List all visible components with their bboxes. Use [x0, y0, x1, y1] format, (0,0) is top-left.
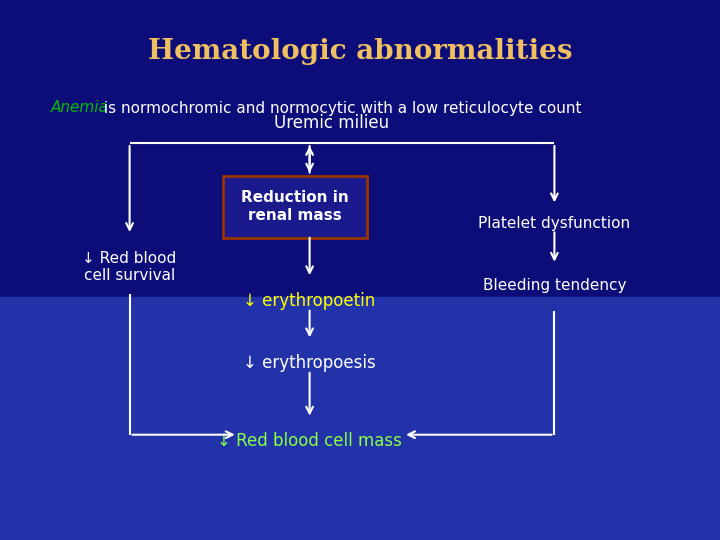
- Text: Hematologic abnormalities: Hematologic abnormalities: [148, 38, 572, 65]
- Text: Bleeding tendency: Bleeding tendency: [482, 278, 626, 293]
- Text: Platelet dysfunction: Platelet dysfunction: [478, 216, 631, 231]
- FancyBboxPatch shape: [223, 176, 367, 238]
- Text: Anemia: Anemia: [50, 100, 108, 116]
- Text: Uremic milieu: Uremic milieu: [274, 114, 389, 132]
- Bar: [0, 0, 720, 297]
- Bar: [0, 297, 720, 540]
- Text: ↓ erythropoesis: ↓ erythropoesis: [243, 354, 376, 372]
- Text: Reduction in
renal mass: Reduction in renal mass: [241, 191, 349, 222]
- Text: is normochromic and normocytic with a low reticulocyte count: is normochromic and normocytic with a lo…: [99, 100, 582, 116]
- Text: ↓ erythropoetin: ↓ erythropoetin: [243, 292, 376, 309]
- Text: ↓ Red blood cell mass: ↓ Red blood cell mass: [217, 432, 402, 450]
- Text: ↓ Red blood
cell survival: ↓ Red blood cell survival: [83, 251, 176, 284]
